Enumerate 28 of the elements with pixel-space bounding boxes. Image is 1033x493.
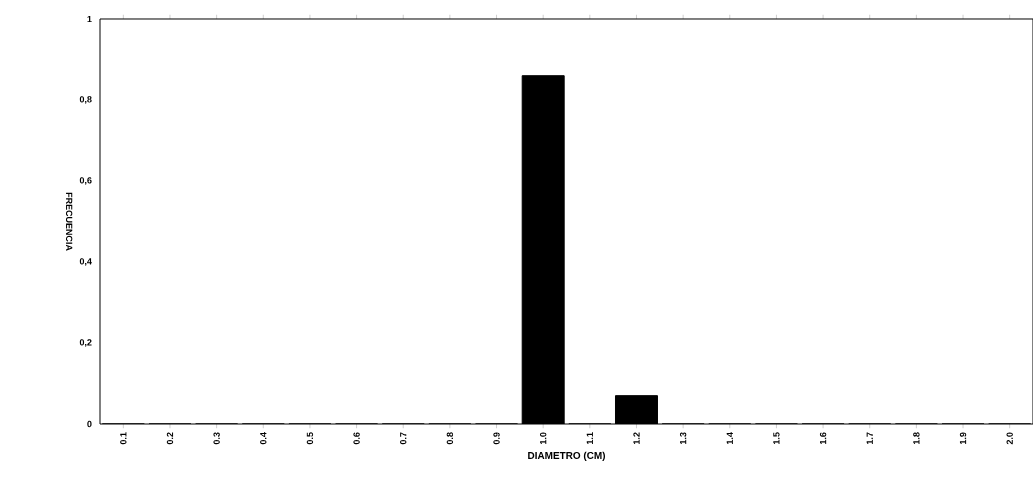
x-tick-label: 1.3 <box>679 432 687 444</box>
x-tick-label: 2.0 <box>1006 432 1013 445</box>
x-tick-label: 1.7 <box>866 432 873 444</box>
x-tick-label: 1.4 <box>726 432 733 444</box>
x-tick-label: 1.0 <box>540 432 547 444</box>
x-tick-label: 0.5 <box>306 432 314 445</box>
y-tick-label: 0,2 <box>79 339 92 347</box>
y-axis-title: FRECUENCIA <box>65 192 73 251</box>
x-tick-label: 0.1 <box>120 432 127 445</box>
x-tick-label: 0.6 <box>353 432 360 445</box>
y-tick-label: 0,8 <box>79 96 92 104</box>
x-tick-label: 0.4 <box>260 432 267 445</box>
x-tick-label: 1.6 <box>819 432 827 444</box>
x-tick-label: 0.8 <box>446 432 454 445</box>
y-tick-label: 0,4 <box>79 258 92 266</box>
x-tick-label: 1.9 <box>959 432 967 444</box>
y-tick-label: 0,6 <box>79 177 92 185</box>
x-tick-label: 0.9 <box>493 432 500 445</box>
x-tick-label: 0.2 <box>166 432 174 445</box>
x-tick-label: 1.2 <box>633 432 640 444</box>
x-tick-label: 0.3 <box>213 432 220 445</box>
y-tick-label: 0 <box>87 420 92 428</box>
x-tick-label: 1.5 <box>773 432 780 444</box>
x-tick-label: 0.7 <box>400 432 407 445</box>
y-tick-label: 1 <box>87 15 92 23</box>
x-axis-title: DIAMETRO (CM) <box>528 451 606 461</box>
x-tick-label: 1.1 <box>586 432 593 444</box>
x-tick-label: 1.8 <box>913 432 920 444</box>
